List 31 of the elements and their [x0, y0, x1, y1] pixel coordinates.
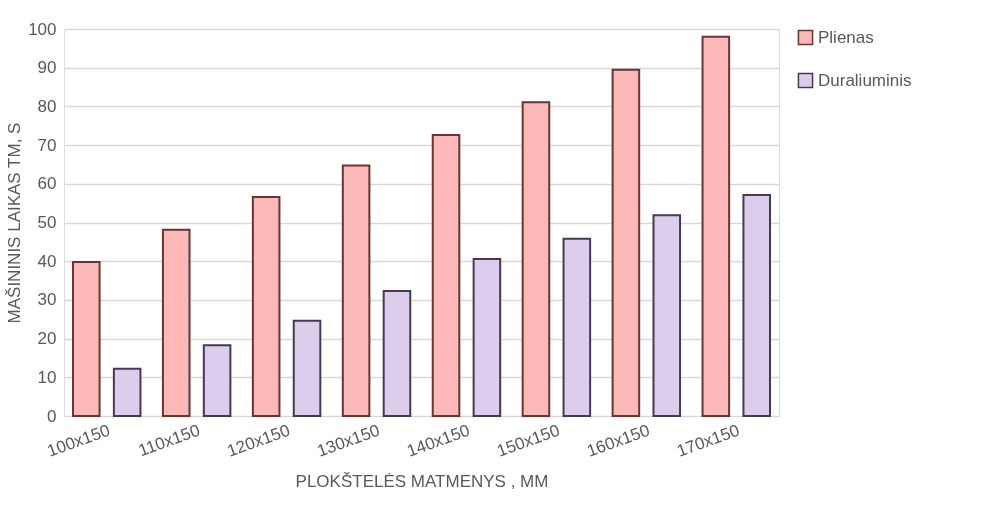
x-axis-title: PLOKŠTELĖS MATMENYS , MM — [295, 471, 549, 491]
y-tick-label: 0 — [47, 406, 57, 426]
bar — [562, 237, 592, 417]
legend-label: Duraliuminis — [818, 70, 912, 90]
y-tick-label: 100 — [28, 19, 57, 39]
bar — [521, 101, 551, 417]
bar — [112, 367, 142, 417]
y-tick-label: 40 — [37, 251, 57, 271]
y-tick-label: 90 — [37, 58, 57, 78]
y-tick-label: 20 — [37, 329, 57, 349]
legend-label: Plienas — [818, 27, 874, 47]
y-tick-label: 50 — [37, 213, 57, 232]
bar — [611, 68, 641, 417]
bar — [71, 260, 101, 417]
y-axis-title: MAŠININIS LAIKAS TM, S — [5, 122, 25, 324]
bar — [652, 214, 682, 417]
bar — [202, 344, 232, 417]
bar — [701, 35, 731, 417]
bar — [431, 134, 461, 417]
bar — [742, 194, 772, 417]
bar — [251, 195, 281, 417]
y-tick-label: 10 — [37, 367, 57, 387]
y-tick-label: 80 — [37, 96, 57, 116]
y-tick-label: 70 — [37, 135, 57, 155]
bar — [382, 290, 412, 417]
bar — [292, 319, 322, 417]
y-tick-label: 60 — [37, 174, 57, 194]
bar — [161, 228, 191, 417]
y-tick-label: 30 — [37, 290, 57, 310]
bar — [341, 164, 371, 417]
bar — [472, 257, 502, 417]
